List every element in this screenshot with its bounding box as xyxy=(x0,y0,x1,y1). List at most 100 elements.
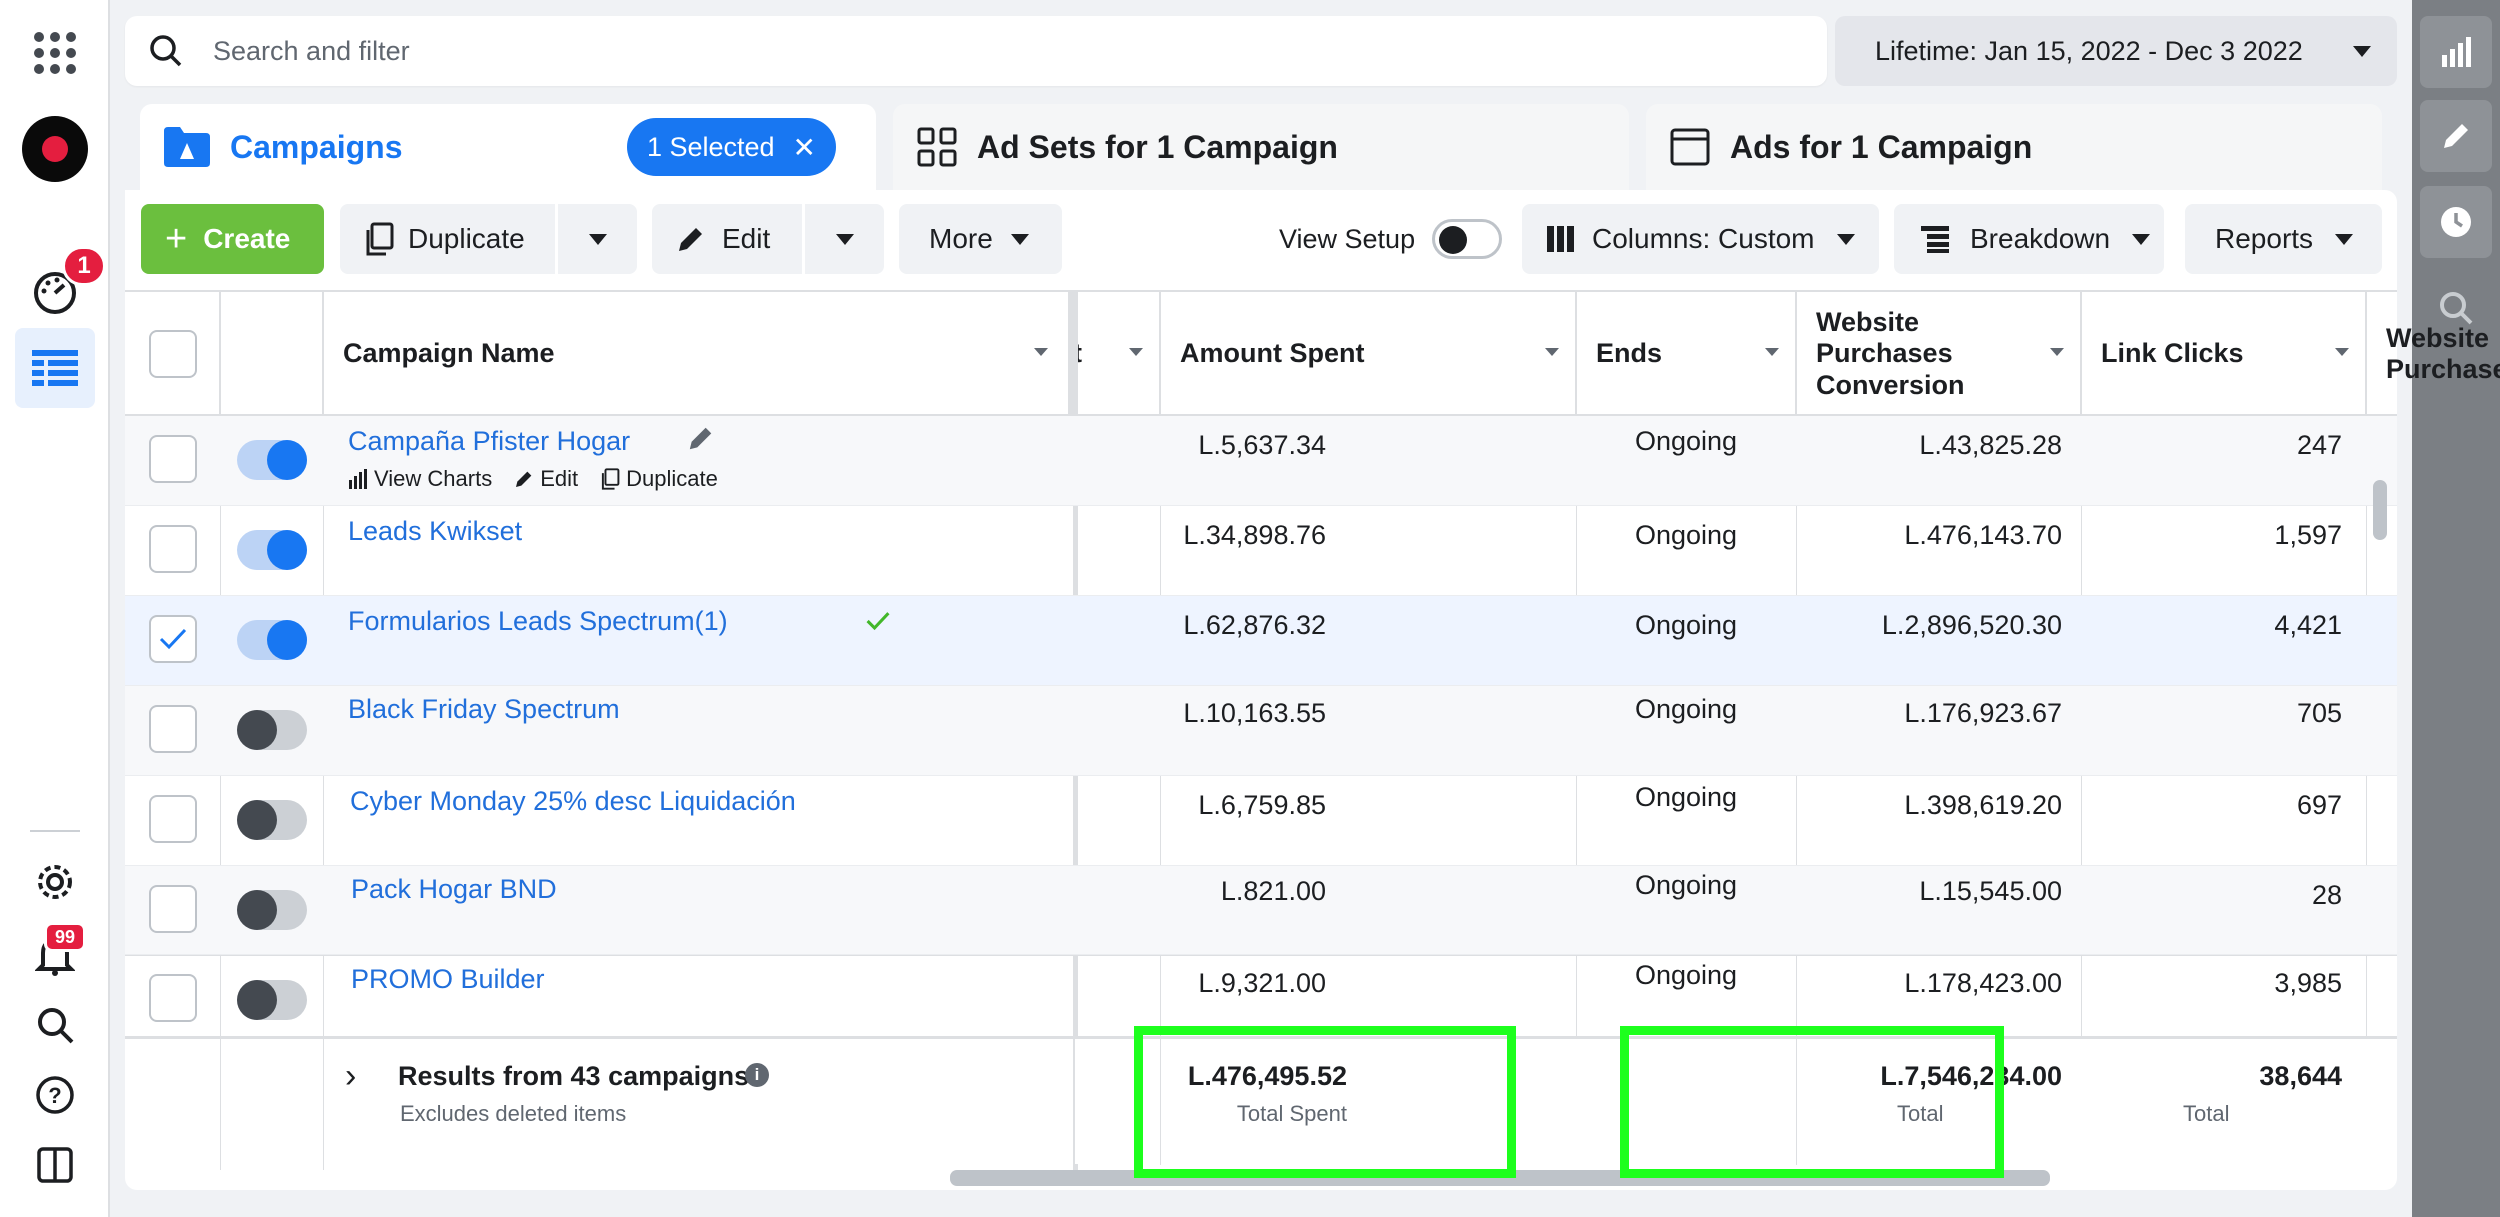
breakdown-button[interactable]: Breakdown xyxy=(1894,204,2164,274)
header-website-purchases-conversion[interactable]: Website Purchases Conversion xyxy=(1796,292,2081,416)
toggle-sidebar-icon[interactable] xyxy=(0,1142,110,1188)
column-divider xyxy=(220,1039,221,1165)
row-checkbox[interactable] xyxy=(149,525,197,573)
table-row[interactable]: Leads Kwikset L.34,898.76 Ongoing L.476,… xyxy=(125,506,2397,596)
header-partial-column[interactable]: t xyxy=(1073,292,1160,416)
table-row[interactable]: Pack Hogar BND L.821.00 Ongoing L.15,545… xyxy=(125,866,2397,955)
table-row[interactable]: Cyber Monday 25% desc Liquidación L.6,75… xyxy=(125,776,2397,866)
campaign-name-link[interactable]: Cyber Monday 25% desc Liquidación xyxy=(350,786,796,816)
campaign-status-toggle[interactable] xyxy=(237,530,307,570)
sort-caret-icon[interactable] xyxy=(1129,348,1143,356)
folder-icon xyxy=(164,127,210,167)
inspect-zoom-icon[interactable] xyxy=(2420,272,2492,344)
campaign-name-link[interactable]: Leads Kwikset xyxy=(348,516,523,546)
link-clicks-cell: 28 xyxy=(2311,880,2342,910)
campaign-status-toggle[interactable] xyxy=(237,980,307,1020)
row-checkbox[interactable] xyxy=(149,795,197,843)
header-campaign-name[interactable]: Campaign Name xyxy=(323,292,1073,416)
campaign-status-toggle[interactable] xyxy=(237,800,307,840)
link-clicks-cell: 1,597 xyxy=(2274,520,2342,550)
view-charts-link[interactable]: View Charts xyxy=(374,466,493,491)
tab-campaigns[interactable]: Campaigns 1 Selected ✕ xyxy=(140,104,876,190)
help-icon[interactable]: ? xyxy=(0,1072,110,1118)
ends-cell: Ongoing xyxy=(1634,960,1738,990)
view-setup-toggle[interactable] xyxy=(1432,219,1502,259)
search-filter-bar[interactable]: Search and filter xyxy=(125,16,1827,86)
row-checkbox-checked[interactable] xyxy=(149,615,197,663)
campaign-name-link[interactable]: Black Friday Spectrum xyxy=(348,694,620,724)
chevron-down-icon xyxy=(1010,233,1029,245)
dashboard-gauge-icon[interactable] xyxy=(0,262,110,318)
edit-button[interactable]: Edit xyxy=(652,204,802,274)
highlight-total-conversion xyxy=(1620,1026,2004,1178)
columns-button[interactable]: Columns: Custom xyxy=(1522,204,1879,274)
charts-bar-icon[interactable] xyxy=(2420,16,2492,88)
column-divider xyxy=(1796,1039,1797,1165)
excludes-deleted-note: Excludes deleted items xyxy=(400,1101,627,1126)
ends-cell: Ongoing xyxy=(1634,520,1738,550)
amount-spent-cell: L.9,321.00 xyxy=(1198,968,1326,998)
select-all-checkbox[interactable] xyxy=(149,330,197,378)
create-button[interactable]: + Create xyxy=(141,204,324,274)
clear-selection-close-icon[interactable]: ✕ xyxy=(792,131,816,163)
campaign-name-link[interactable]: Pack Hogar BND xyxy=(351,874,557,904)
duplicate-link[interactable]: Duplicate xyxy=(626,466,718,491)
settings-gear-icon[interactable] xyxy=(0,860,110,904)
nav-divider xyxy=(30,830,80,832)
duplicate-button[interactable]: Duplicate xyxy=(340,204,555,274)
ends-cell: Ongoing xyxy=(1634,610,1738,640)
row-checkbox[interactable] xyxy=(149,705,197,753)
campaign-status-toggle[interactable] xyxy=(237,620,307,660)
ads-window-icon xyxy=(1670,128,1710,166)
header-website-purchases[interactable]: Website Purchases xyxy=(2366,292,2500,416)
chevron-down-icon xyxy=(588,233,607,245)
campaign-status-toggle[interactable] xyxy=(237,710,307,750)
duplicate-dropdown-button[interactable] xyxy=(558,204,637,274)
sort-caret-icon[interactable] xyxy=(2050,348,2064,356)
campaigns-table-nav[interactable] xyxy=(0,328,110,408)
history-clock-icon[interactable] xyxy=(2420,186,2492,258)
tab-ads[interactable]: Ads for 1 Campaign xyxy=(1646,104,2382,190)
campaign-status-toggle[interactable] xyxy=(237,440,307,480)
campaign-name-link[interactable]: Formularios Leads Spectrum(1) xyxy=(348,606,728,636)
campaign-name-link[interactable]: Campaña Pfister Hogar xyxy=(348,426,631,456)
sort-caret-icon[interactable] xyxy=(1034,348,1048,356)
info-icon[interactable]: i xyxy=(745,1063,769,1087)
campaign-name-link[interactable]: PROMO Builder xyxy=(351,964,545,994)
edit-pencil-icon[interactable] xyxy=(2420,100,2492,172)
campaign-status-toggle[interactable] xyxy=(237,890,307,930)
sort-caret-icon[interactable] xyxy=(1765,348,1779,356)
rename-pencil-icon[interactable] xyxy=(687,424,715,452)
total-conversion-value: L.7,546,234.00 xyxy=(1880,1061,2062,1091)
apps-grid-icon[interactable] xyxy=(0,30,110,76)
header-ends[interactable]: Ends xyxy=(1576,292,1796,416)
search-icon[interactable] xyxy=(0,1002,110,1048)
reports-button[interactable]: Reports xyxy=(2185,204,2382,274)
account-avatar[interactable] xyxy=(0,116,110,182)
column-divider xyxy=(1576,956,1577,1036)
expand-results-chevron-icon[interactable]: › xyxy=(345,1057,357,1095)
selected-count-pill[interactable]: 1 Selected ✕ xyxy=(626,118,836,176)
row-checkbox[interactable] xyxy=(149,974,197,1022)
header-toggle-column xyxy=(220,292,323,416)
row-checkbox[interactable] xyxy=(149,885,197,933)
edit-dropdown-button[interactable] xyxy=(805,204,884,274)
tab-ad-sets[interactable]: Ad Sets for 1 Campaign xyxy=(893,104,1629,190)
vertical-scrollbar[interactable] xyxy=(2373,480,2387,540)
sort-caret-icon[interactable] xyxy=(2335,348,2349,356)
edit-link[interactable]: Edit xyxy=(540,466,579,491)
search-input[interactable]: Search and filter xyxy=(213,35,410,66)
table-row-last[interactable]: PROMO Builder L.9,321.00 Ongoing L.178,4… xyxy=(125,956,2397,1036)
results-summary: Results from 43 campaigns xyxy=(398,1061,750,1091)
header-link-clicks[interactable]: Link Clicks xyxy=(2081,292,2366,416)
date-range-selector[interactable]: Lifetime: Jan 15, 2022 - Dec 3 2022 xyxy=(1835,16,2397,86)
table-row[interactable]: Formularios Leads Spectrum(1) L.62,876.3… xyxy=(125,596,2397,686)
column-divider xyxy=(2366,956,2367,1036)
table-row[interactable]: Black Friday Spectrum L.10,163.55 Ongoin… xyxy=(125,686,2397,776)
header-amount-spent[interactable]: Amount Spent xyxy=(1160,292,1576,416)
columns-button-label: Columns: Custom xyxy=(1592,223,1815,254)
more-button[interactable]: More xyxy=(899,204,1062,274)
row-checkbox[interactable] xyxy=(149,435,197,483)
sort-caret-icon[interactable] xyxy=(1545,348,1559,356)
table-row[interactable]: Campaña Pfister Hogar View Charts Edit D… xyxy=(125,416,2397,506)
